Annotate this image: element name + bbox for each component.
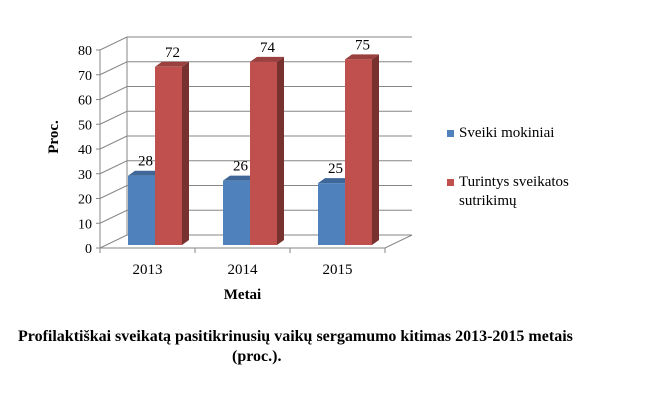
y-tick-label: 80: [78, 44, 92, 59]
y-tick-label: 70: [78, 69, 92, 84]
x-tick-label: 2015: [323, 262, 353, 278]
data-label: 72: [165, 45, 180, 61]
bar-side-disorders: [372, 54, 379, 245]
y-tick-label: 30: [78, 168, 92, 183]
gridline: [99, 36, 412, 51]
data-label: 75: [355, 37, 370, 53]
x-tick-label: 2013: [133, 262, 163, 278]
bar-top-healthy: [318, 178, 352, 184]
x-axis-title: Metai: [224, 287, 261, 303]
gridline: [99, 61, 412, 76]
legend-label-disorders: Turintys sveikatos: [459, 174, 569, 190]
data-label: 25: [328, 161, 343, 177]
bar-top-disorders: [250, 56, 284, 62]
gridline: [99, 185, 412, 199]
gridline: [99, 160, 412, 175]
legend-label-healthy: Sveiki mokiniai: [459, 125, 554, 141]
legend-swatch-healthy: [447, 130, 454, 137]
bar-disorders: [250, 61, 277, 245]
y-tick-label: 10: [78, 217, 92, 232]
legend-swatch-disorders: [447, 179, 454, 186]
y-tick-label: 0: [85, 242, 92, 257]
bar-side-disorders: [277, 56, 284, 245]
bar-side-disorders: [182, 61, 189, 245]
bar-healthy: [223, 180, 250, 245]
caption-line-1: Profilaktiškai sveikatą pasitikrinusių v…: [18, 328, 573, 345]
y-axis-title: Proc.: [46, 120, 62, 154]
bar-healthy: [128, 175, 155, 245]
x-tick-label: 2014: [228, 262, 259, 278]
bar-disorders: [345, 59, 372, 245]
y-tick-label: 50: [78, 118, 92, 133]
bar-top-healthy: [223, 175, 257, 181]
gridline: [99, 135, 412, 150]
gridline: [99, 209, 412, 224]
bar-top-disorders: [155, 61, 189, 67]
legend-label-disorders: sutrikimų: [459, 193, 517, 209]
y-tick-label: 20: [78, 193, 92, 208]
data-label: 74: [260, 40, 276, 56]
gridline: [99, 86, 412, 100]
data-label: 26: [233, 159, 249, 175]
caption-line-2: (proc.).: [232, 348, 282, 365]
bar-top-disorders: [345, 54, 379, 60]
bar-healthy: [318, 183, 345, 245]
y-tick-label: 40: [78, 143, 92, 158]
bar-disorders: [155, 66, 182, 245]
y-tick-label: 60: [78, 94, 92, 109]
bar-chart: 0 10 20 30 40 50 60 70 80 Proc. 28 72 2013 26 74 2014 25…: [46, 36, 569, 303]
bar-top-healthy: [128, 170, 162, 176]
data-label: 28: [138, 154, 153, 170]
gridline: [99, 110, 412, 125]
